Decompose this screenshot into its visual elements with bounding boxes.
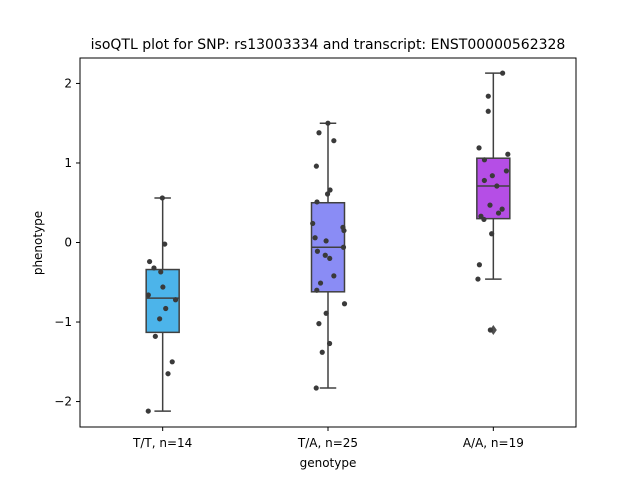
data-point [318, 280, 323, 285]
x-axis: T/T, n=14 T/A, n=25 A/A, n=19 [132, 427, 524, 450]
data-point [325, 121, 330, 126]
isoqtl-boxplot: isoQTL plot for SNP: rs13003334 and tran… [0, 0, 640, 480]
data-point [486, 94, 491, 99]
data-point [165, 371, 170, 376]
data-point [151, 265, 156, 270]
data-point [331, 273, 336, 278]
x-axis-label: genotype [300, 456, 357, 470]
y-tick-label: 1 [64, 156, 72, 170]
data-point [500, 206, 505, 211]
data-point [331, 138, 336, 143]
data-point [153, 334, 158, 339]
x-tick-label: T/T, n=14 [132, 436, 192, 450]
data-point [320, 350, 325, 355]
data-point [173, 297, 178, 302]
data-point [341, 228, 346, 233]
data-point [314, 199, 319, 204]
data-point [489, 231, 494, 236]
data-point [316, 130, 321, 135]
data-point [313, 235, 318, 240]
data-point [477, 262, 482, 267]
data-point [160, 284, 165, 289]
data-point [314, 385, 319, 390]
data-point [496, 210, 501, 215]
data-point [325, 191, 330, 196]
data-point [314, 164, 319, 169]
data-point [146, 408, 151, 413]
data-point [482, 157, 487, 162]
data-point [160, 195, 165, 200]
data-point [315, 249, 320, 254]
data-point [327, 341, 332, 346]
data-point [481, 217, 486, 222]
data-point [323, 253, 328, 258]
x-tick-label: A/A, n=19 [463, 436, 524, 450]
data-point [488, 327, 493, 332]
y-axis: −2 −1 0 1 2 [54, 76, 80, 408]
data-point [490, 173, 495, 178]
data-point [504, 168, 509, 173]
y-tick-label: −1 [54, 315, 72, 329]
data-point [163, 306, 168, 311]
box-group [477, 73, 510, 335]
data-point [482, 178, 487, 183]
data-point [316, 321, 321, 326]
data-point [486, 109, 491, 114]
data-point [147, 259, 152, 264]
data-point [475, 276, 480, 281]
box-group [146, 198, 179, 411]
data-point [500, 71, 505, 76]
data-point [310, 221, 315, 226]
data-point [324, 311, 329, 316]
data-point [324, 238, 329, 243]
data-point [170, 359, 175, 364]
data-point [327, 256, 332, 261]
box [477, 158, 510, 218]
y-tick-label: 0 [64, 236, 72, 250]
y-axis-label: phenotype [31, 211, 45, 275]
y-tick-label: 2 [64, 76, 72, 90]
data-point [314, 288, 319, 293]
plot-area [146, 71, 511, 414]
box-group [312, 123, 345, 388]
data-point [158, 269, 163, 274]
data-point [341, 245, 346, 250]
data-point [146, 292, 151, 297]
data-point [157, 316, 162, 321]
data-point [505, 152, 510, 157]
data-point [494, 183, 499, 188]
data-point [162, 241, 167, 246]
data-point [487, 203, 492, 208]
chart-title: isoQTL plot for SNP: rs13003334 and tran… [91, 37, 566, 53]
y-tick-label: −2 [54, 395, 72, 409]
x-tick-label: T/A, n=25 [297, 436, 358, 450]
data-point [476, 145, 481, 150]
data-point [342, 301, 347, 306]
